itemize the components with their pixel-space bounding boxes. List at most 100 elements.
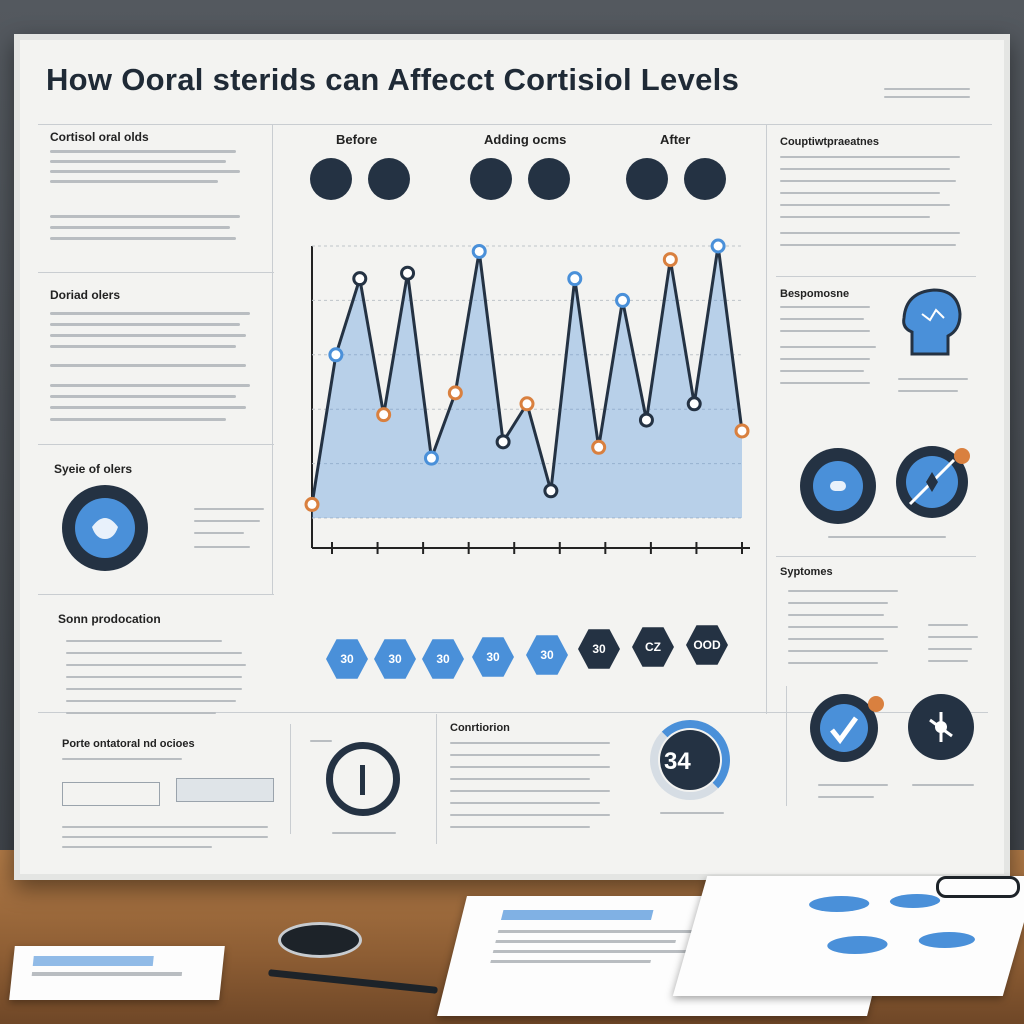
- hex-badge: 30: [422, 639, 464, 679]
- text-line: [450, 778, 590, 780]
- divider: [766, 124, 767, 714]
- text-line: [928, 648, 972, 650]
- text-line: [50, 334, 246, 337]
- text-line: [50, 180, 218, 183]
- divider: [38, 594, 274, 595]
- hex-badge: 30: [526, 635, 568, 675]
- organ-icon: [62, 485, 148, 571]
- cortisol-chart: [286, 232, 760, 576]
- hex-badge: OOD: [686, 625, 728, 665]
- phase-icon: [470, 158, 512, 200]
- text-line: [898, 378, 968, 380]
- text-line: [928, 636, 978, 638]
- tape-measure: [278, 922, 362, 958]
- phase-icon: [368, 158, 410, 200]
- text-line: [66, 712, 216, 714]
- text-line: [780, 180, 956, 182]
- input-box: [176, 778, 274, 802]
- text-line: [780, 232, 960, 234]
- text-line: [780, 192, 940, 194]
- text-line: [780, 358, 870, 360]
- section-title-conclusion: Conrtiorion: [450, 722, 510, 734]
- section-title-production: Sonn prodocation: [58, 612, 161, 626]
- text-line: [50, 237, 236, 240]
- text-line: [66, 652, 242, 654]
- text-line: [828, 536, 946, 538]
- divider: [786, 686, 787, 806]
- data-point: [638, 412, 654, 428]
- text-line: [780, 156, 960, 158]
- text-line: [450, 826, 590, 828]
- text-line: [788, 614, 884, 616]
- data-point: [519, 396, 535, 412]
- text-line: [194, 508, 264, 510]
- text-line: [788, 602, 888, 604]
- phase-label-adding: Adding ocms: [484, 132, 567, 147]
- text-line: [66, 688, 242, 690]
- phase-label-after: After: [660, 132, 691, 147]
- phase-label-before: Before: [336, 132, 378, 147]
- text-line: [66, 700, 236, 702]
- data-point: [662, 252, 678, 268]
- text-line: [912, 784, 974, 786]
- text-line: [62, 758, 182, 760]
- text-line: [50, 323, 240, 326]
- text-line: [62, 836, 268, 838]
- text-line: [450, 742, 610, 744]
- input-box: [62, 782, 160, 806]
- section-title-left-top: Cortisol oral olds: [50, 130, 149, 144]
- text-line: [66, 676, 242, 678]
- text-line: [50, 395, 236, 398]
- alert-dot: [868, 696, 884, 712]
- glasses: [936, 876, 1020, 898]
- text-line: [928, 660, 968, 662]
- check-icon: [810, 694, 878, 762]
- data-point: [543, 483, 559, 499]
- text-line: [66, 640, 222, 642]
- section-title-response: Bespomosne: [780, 288, 850, 300]
- text-line: [50, 384, 250, 387]
- gauge-value: 34: [664, 748, 691, 775]
- text-line: [194, 532, 244, 534]
- phase-icon: [528, 158, 570, 200]
- divider: [272, 124, 273, 594]
- gauge-ring: [650, 720, 730, 800]
- hex-badge: 30: [578, 629, 620, 669]
- needle-icon: [908, 694, 974, 760]
- text-line: [50, 418, 226, 421]
- data-point: [615, 292, 631, 308]
- section-title-symptoms: Syptomes: [780, 566, 833, 578]
- gauge-center: [660, 730, 720, 790]
- data-point: [591, 439, 607, 455]
- text-line: [310, 740, 332, 742]
- text-line: [50, 312, 250, 315]
- poster-title: How Ooral sterids can Affecct Cortisiol …: [46, 62, 740, 97]
- data-point: [447, 385, 463, 401]
- phase-icon: [310, 158, 352, 200]
- text-line: [450, 754, 600, 756]
- text-line: [780, 306, 870, 308]
- hex-badge: 30: [472, 637, 514, 677]
- text-line: [50, 215, 240, 218]
- divider: [38, 444, 274, 445]
- text-line: [450, 790, 610, 792]
- section-title-right-top: Couptiwtpraeatnes: [780, 136, 880, 148]
- text-line: [780, 346, 876, 348]
- divider: [290, 724, 291, 834]
- phase-icon: [626, 158, 668, 200]
- data-point: [710, 238, 726, 254]
- text-line: [194, 520, 260, 522]
- text-line: [50, 170, 240, 173]
- data-point: [423, 450, 439, 466]
- divider: [436, 714, 437, 844]
- text-line: [450, 814, 610, 816]
- section-title-left-mid: Doriad olers: [50, 288, 121, 302]
- hex-badge: 30: [326, 639, 368, 679]
- text-line: [450, 802, 600, 804]
- divider: [776, 276, 976, 277]
- text-line: [62, 826, 268, 828]
- text-line: [50, 406, 246, 409]
- text-line: [50, 160, 226, 163]
- text-line: [780, 370, 864, 372]
- text-line: [928, 624, 968, 626]
